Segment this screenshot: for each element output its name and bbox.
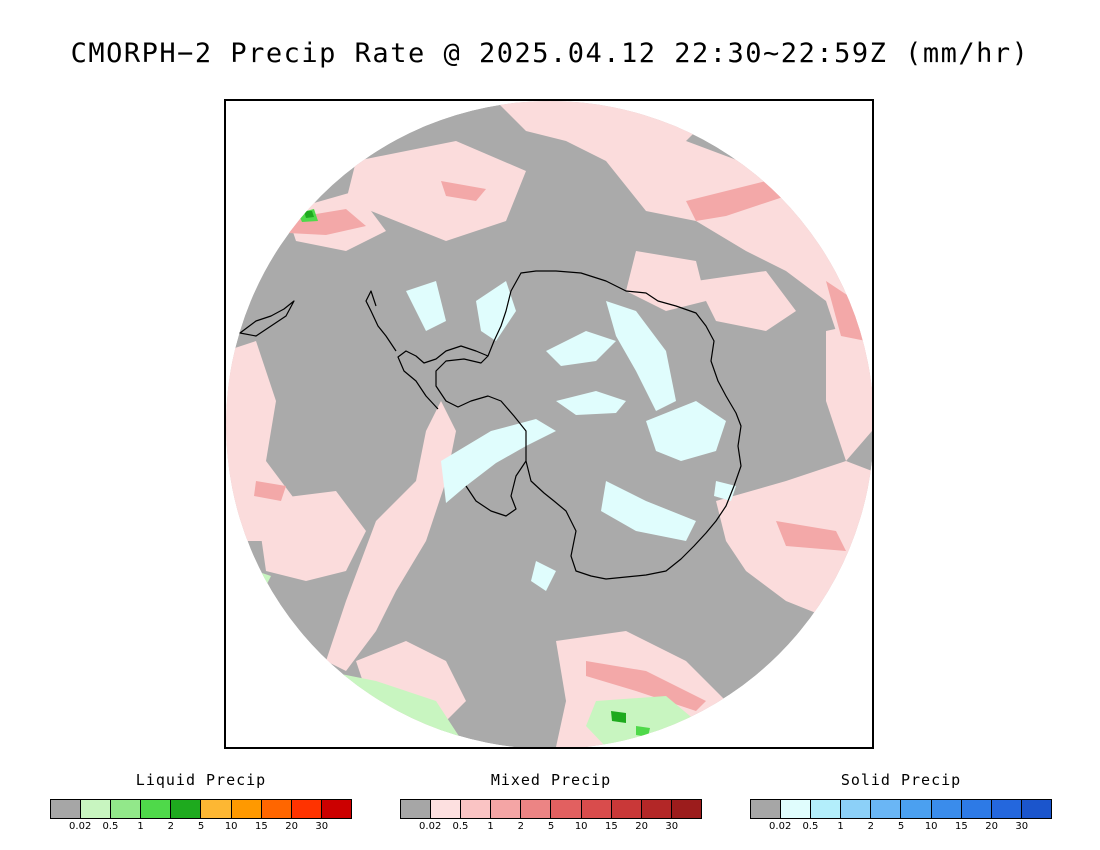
solid-precip-areas — [406, 281, 736, 591]
legend-tick-label: 2 — [867, 821, 874, 832]
legend-tick-label: 0.5 — [802, 821, 819, 832]
legend-swatch — [521, 800, 552, 818]
solid-precip-legend: Solid Precip 0.02 0.5 1 2 5 10 15 20 30 — [750, 770, 1052, 835]
ross-sea-edge — [465, 460, 527, 517]
south-america-tip — [239, 300, 295, 337]
legend-tick-label: 20 — [285, 821, 298, 832]
legend-swatch — [491, 800, 522, 818]
legend-tick-labels: 0.02 0.5 1 2 5 10 15 20 30 — [400, 821, 702, 835]
mixed-precip-legend: Mixed Precip 0.02 0.5 1 2 5 10 15 20 30 — [400, 770, 702, 835]
legend-swatch — [461, 800, 492, 818]
legend-tick-label: 2 — [167, 821, 174, 832]
legend-tick-label: 0.02 — [769, 821, 792, 832]
legend-tick-label: 20 — [635, 821, 648, 832]
legend-tick-label: 10 — [924, 821, 938, 832]
legend-swatch — [871, 800, 902, 818]
peninsula-tip — [365, 290, 397, 352]
legend-swatch — [641, 800, 672, 818]
legend-swatch — [811, 800, 842, 818]
legend-swatch — [1021, 800, 1051, 818]
legend-color-bar — [50, 799, 352, 819]
antarctica-coastline — [435, 270, 742, 580]
precip-map — [226, 101, 872, 747]
legend-tick-labels: 0.02 0.5 1 2 5 10 15 20 30 — [50, 821, 352, 835]
page-title: CMORPH−2 Precip Rate @ 2025.04.12 22:30~… — [70, 38, 1030, 69]
legend-tick-label: 2 — [517, 821, 524, 832]
legend-swatch — [611, 800, 642, 818]
legend-swatch — [431, 800, 462, 818]
legend-swatch — [81, 800, 112, 818]
antarctic-peninsula — [397, 345, 489, 410]
legend-tick-label: 30 — [315, 821, 329, 832]
legend-swatch — [991, 800, 1022, 818]
legend-tick-label: 15 — [605, 821, 618, 832]
legend-tick-label: 30 — [665, 821, 679, 832]
legend-tick-label: 20 — [985, 821, 998, 832]
legend-swatch — [751, 800, 782, 818]
mixed-precip-moderate — [254, 181, 866, 711]
legend-tick-label: 5 — [897, 821, 905, 832]
coastlines — [239, 270, 742, 580]
legend-tick-label: 0.5 — [102, 821, 119, 832]
legend-swatch — [841, 800, 872, 818]
liquid-precip-legend: Liquid Precip 0.02 0.5 1 2 5 10 15 20 30 — [50, 770, 352, 835]
legend-swatch — [231, 800, 262, 818]
legend-swatch — [781, 800, 812, 818]
legend-tick-labels: 0.02 0.5 1 2 5 10 15 20 30 — [750, 821, 1052, 835]
legend-tick-label: 0.5 — [452, 821, 469, 832]
legend-tick-label: 10 — [224, 821, 238, 832]
legend-tick-label: 1 — [487, 821, 494, 832]
legend-tick-label: 5 — [547, 821, 555, 832]
legend-swatch — [671, 800, 701, 818]
legend-title: Mixed Precip — [490, 771, 612, 789]
legend-swatch — [111, 800, 142, 818]
legend-swatch — [141, 800, 172, 818]
legend-swatch — [931, 800, 962, 818]
legend-swatch — [401, 800, 432, 818]
legend-tick-label: 5 — [197, 821, 205, 832]
legend-swatch — [901, 800, 932, 818]
legend-swatch — [261, 800, 292, 818]
legend-tick-label: 15 — [955, 821, 968, 832]
legend-color-bar — [400, 799, 702, 819]
legend-swatch — [551, 800, 582, 818]
legend-tick-label: 0.02 — [69, 821, 92, 832]
legend-swatch — [321, 800, 351, 818]
legend-tick-label: 30 — [1015, 821, 1029, 832]
legend-color-bar — [750, 799, 1052, 819]
legend-tick-label: 1 — [137, 821, 144, 832]
legend-tick-label: 1 — [837, 821, 844, 832]
legend-swatch — [201, 800, 232, 818]
legend-swatch — [961, 800, 992, 818]
legend-swatch — [51, 800, 82, 818]
legend-title: Solid Precip — [840, 771, 962, 789]
map-disc — [226, 101, 872, 747]
legend-title: Liquid Precip — [135, 771, 267, 789]
legend-tick-label: 15 — [255, 821, 268, 832]
legend-swatch — [171, 800, 202, 818]
legend-swatch — [581, 800, 612, 818]
legend-tick-label: 10 — [574, 821, 588, 832]
map-panel — [224, 99, 874, 749]
legend-tick-label: 0.02 — [419, 821, 442, 832]
legend-swatch — [291, 800, 322, 818]
